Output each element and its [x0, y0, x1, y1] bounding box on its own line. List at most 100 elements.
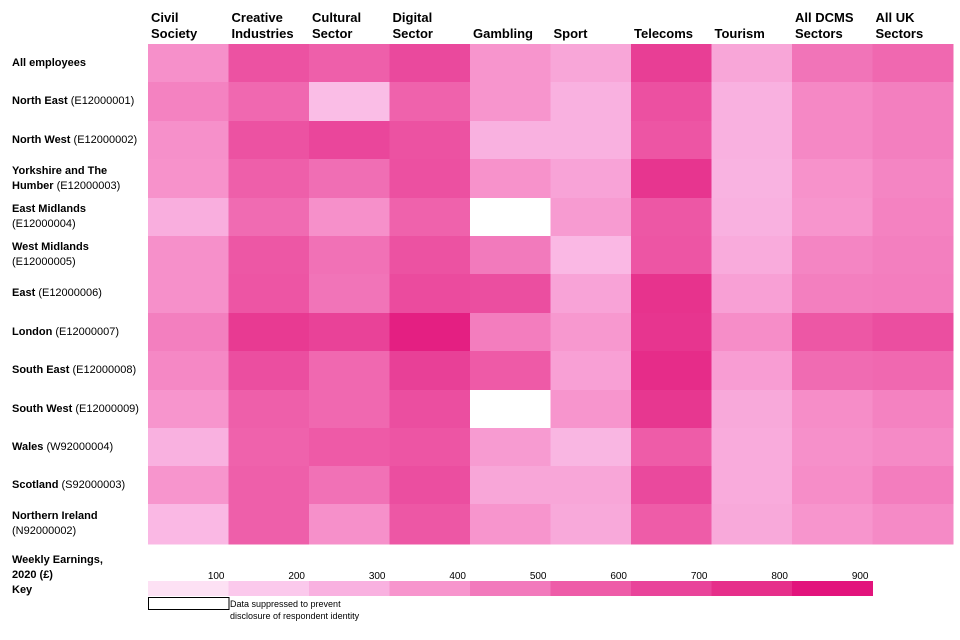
- heatmap-cell: [872, 121, 954, 160]
- heatmap-cell: [148, 351, 229, 391]
- row-header: North West (E12000002): [12, 133, 138, 146]
- heatmap-cell: [872, 466, 954, 505]
- heatmap-cell: [792, 428, 873, 467]
- key-swatch: [711, 581, 793, 596]
- key-title-line-3: Key: [12, 584, 33, 596]
- key-swatch: [631, 581, 712, 596]
- heatmap-cell: [792, 198, 873, 237]
- heatmap-cell: [148, 428, 229, 467]
- heatmap-cell: [792, 121, 873, 160]
- heatmap-cell: [711, 159, 793, 199]
- heatmap-cell: [228, 351, 310, 391]
- key-swatch: [309, 581, 390, 596]
- column-header: Gambling: [473, 26, 533, 41]
- row-header: South East (E12000008): [12, 364, 137, 376]
- key-tick-label: 500: [529, 571, 547, 582]
- row-header: Northern Ireland (N92000002): [12, 510, 98, 537]
- heatmap-cell: [711, 351, 793, 391]
- heatmap-cell: [148, 390, 229, 429]
- heatmap-cell: [228, 159, 310, 199]
- heatmap-cell: [550, 390, 632, 429]
- heatmap-cell-suppressed: [470, 198, 551, 237]
- heatmap-cell: [711, 274, 793, 314]
- heatmap-cell: [550, 82, 632, 122]
- heatmap-cell: [711, 504, 793, 545]
- key-tick-label: 700: [690, 571, 708, 582]
- heatmap-cell: [389, 504, 471, 545]
- heatmap-cell: [389, 313, 471, 352]
- heatmap-cell: [631, 44, 712, 83]
- heatmap-cell: [631, 351, 712, 391]
- heatmap-cell: [631, 313, 712, 352]
- key-tick-label: 200: [288, 571, 305, 582]
- heatmap-cell: [389, 198, 471, 237]
- heatmap-cell: [389, 274, 471, 314]
- heatmap-cell: [228, 313, 310, 352]
- heatmap-cell: [631, 236, 712, 275]
- heatmap-cell: [148, 236, 229, 275]
- heatmap-cell: [711, 466, 793, 505]
- heatmap-cell: [228, 44, 310, 83]
- column-header: Creative Industries: [231, 10, 294, 41]
- heatmap-cell: [309, 236, 390, 275]
- row-header: South West (E12000009): [12, 402, 139, 415]
- column-header: Civil Society: [151, 10, 198, 41]
- column-header: All DCMS Sectors: [795, 10, 854, 41]
- heatmap-cell: [389, 82, 471, 122]
- heatmap-cell: [228, 82, 310, 122]
- heatmap-cell: [470, 313, 551, 352]
- heatmap-cell: [309, 313, 390, 352]
- heatmap-cell: [389, 121, 471, 160]
- key-tick-label: 900: [851, 571, 869, 582]
- heatmap-cell: [389, 428, 471, 467]
- row-header: All employees: [12, 56, 86, 69]
- heatmap-cell: [309, 466, 390, 505]
- heatmap-cell: [631, 121, 712, 160]
- heatmap-cell: [872, 44, 954, 83]
- row-header: East Midlands (E12000004): [12, 203, 86, 230]
- heatmap-cell: [148, 274, 229, 314]
- heatmap-cell: [470, 466, 551, 505]
- heatmap-cell: [792, 82, 873, 122]
- heatmap-cell: [631, 504, 712, 545]
- heatmap-cell: [309, 504, 390, 545]
- heatmap-cell: [550, 236, 632, 275]
- key-suppressed-swatch: [148, 597, 230, 610]
- heatmap-cell: [389, 351, 471, 391]
- heatmap-cell: [872, 351, 954, 391]
- heatmap-cell: [711, 44, 793, 83]
- column-header: Sport: [553, 26, 588, 41]
- heatmap-cell: [872, 504, 954, 545]
- heatmap-cell: [550, 351, 632, 391]
- heatmap-cell: [550, 428, 632, 467]
- heatmap-cell: [711, 121, 793, 160]
- column-header: Digital Sector: [392, 10, 433, 41]
- heatmap-cell: [309, 159, 390, 199]
- heatmap-cell: [792, 159, 873, 199]
- heatmap-cell: [792, 390, 873, 429]
- heatmap-cell: [309, 390, 390, 429]
- heatmap-cell: [470, 159, 551, 199]
- heatmap-cell: [148, 82, 229, 122]
- heatmap-cell: [309, 274, 390, 314]
- heatmap-cell: [711, 236, 793, 275]
- key-swatch: [389, 581, 471, 596]
- key-swatch: [148, 581, 229, 596]
- row-header: Yorkshire and The Humber (E12000003): [12, 164, 121, 192]
- heatmap-cell: [148, 121, 229, 160]
- heatmap-cell: [389, 44, 471, 83]
- heatmap-cell: [631, 428, 712, 467]
- key-swatch: [228, 581, 310, 596]
- row-header: West Midlands (E12000005): [12, 241, 89, 268]
- heatmap-cell: [309, 82, 390, 122]
- key-tick-label: 100: [207, 571, 225, 582]
- heatmap-cell: [631, 274, 712, 314]
- key-tick-label: 300: [368, 571, 386, 582]
- heatmap-cell: [228, 390, 310, 429]
- heatmap-cell: [228, 121, 310, 160]
- heatmap-cell: [389, 236, 471, 275]
- row-header: London (E12000007): [12, 325, 119, 338]
- heatmap-cell: [711, 82, 793, 122]
- heatmap-cell: [872, 390, 954, 429]
